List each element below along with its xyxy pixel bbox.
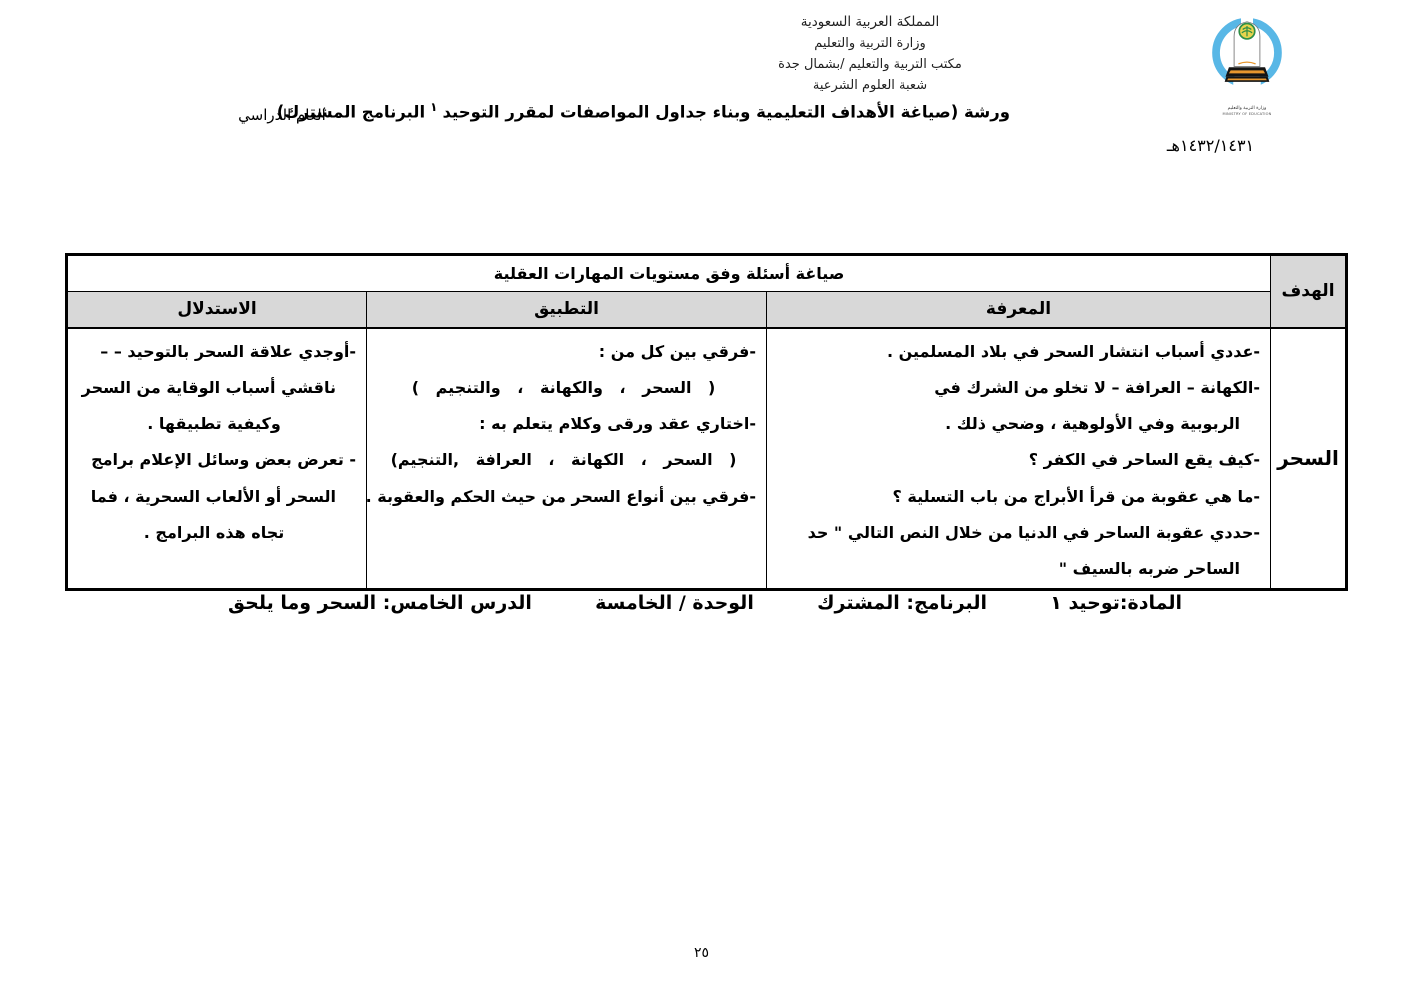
goal-column-header: الهدف [1270,254,1348,328]
academic-year-label: العام الدراسي [238,106,326,124]
knowledge-line: -الكهانة – العرافة – لا تخلو من الشرك في [934,377,1261,397]
knowledge-line: -كيف يقع الساحر في الكفر ؟ [1028,450,1261,470]
application-cell: -فرقي بين كل من : ( السحر ، والكهانة ، و… [365,326,768,590]
inference-cell: -أوجدي علاقة السحر بالتوحيد – – ناقشي أس… [65,326,368,590]
letterhead-office: مكتب التربية والتعليم /بشمال جدة [778,57,962,72]
ministry-emblem-icon [1212,15,1282,90]
logo-caption-english: MINISTRY OF EDUCATION [1222,111,1272,116]
hijri-year: ١٤٣٢/١٤٣١هـ [1166,136,1255,155]
course-unit: الوحدة / الخامسة [595,592,754,614]
column-header-inference: الاستدلال [65,291,368,328]
letterhead-division: شعبة العلوم الشرعية [812,78,928,93]
page-number: ٢٥ [693,945,710,961]
application-line: ( السحر ، الكهانة ، العرافة ,التنجيم) [390,450,737,470]
letterhead: المملكة العربية السعودية وزارة التربية و… [640,12,1100,96]
knowledge-line: -عددي أسباب انتشار السحر في بلاد المسلمي… [886,341,1261,361]
application-line: -فرقي بين أنواع السحر من حيث الحكم والعق… [365,486,757,506]
column-header-application: التطبيق [366,291,768,328]
knowledge-cell: -عددي أسباب انتشار السحر في بلاد المسلمي… [766,326,1272,590]
course-subject: المادة:توحيد ١ [1050,592,1182,614]
letterhead-country: المملكة العربية السعودية [800,14,940,30]
knowledge-line: الربوبية وفي الأولوهية ، وضحي ذلك . [945,414,1241,434]
title-course-number: ١ [430,100,438,114]
application-line: -فرقي بين كل من : [598,341,757,361]
course-info-strip: المادة:توحيد ١ البرنامج: المشترك الوحدة … [228,592,1182,614]
letterhead-ministry: وزارة التربية والتعليم [814,36,926,51]
logo-caption-arabic: وزارة التربية والتعليم [1227,105,1267,111]
course-program: البرنامج: المشترك [817,592,987,614]
goal-value-cell: السحر [1270,326,1348,590]
knowledge-line: -حددي عقوبة الساحر في الدنيا من خلال الن… [807,522,1261,542]
inference-line: -أوجدي علاقة السحر بالتوحيد – – [100,341,357,361]
knowledge-line: -ما هي عقوبة من قرأ الأبراج من باب التسل… [892,486,1261,506]
course-lesson: الدرس الخامس: السحر وما يلحق [228,592,532,614]
page-title-text: ورشة (صياغة الأهداف التعليمية وبناء جداو… [442,102,1010,122]
application-line: -اختاري عقد ورقى وكلام يتعلم به : [479,414,757,434]
page-title-suffix: البرنامج المشترك) [276,102,426,122]
table-top-header: صياغة أسئلة وفق مستويات المهارات العقلية [65,254,1272,292]
knowledge-line: الساحر ضربه بالسيف " [1058,559,1241,579]
page-title: ورشة (صياغة الأهداف التعليمية وبناء جداو… [277,100,1010,122]
column-header-knowledge: المعرفة [766,291,1272,328]
ministry-of-education-logo: وزارة التربية والتعليم MINISTRY OF EDUCA… [1196,14,1298,120]
inference-line: السحر أو الألعاب السحرية ، فما [90,486,337,506]
inference-line: - تعرض بعض وسائل الإعلام برامج [91,450,357,470]
inference-line: وكيفية تطبيقها . [147,414,281,434]
specification-table: الهدف صياغة أسئلة وفق مستويات المهارات ا… [65,253,1349,591]
inference-line: ناقشي أسباب الوقاية من السحر [81,377,337,397]
inference-line: تجاه هذه البرامج . [143,522,285,542]
application-line: ( السحر ، والكهانة ، والتنجيم ) [411,377,716,397]
